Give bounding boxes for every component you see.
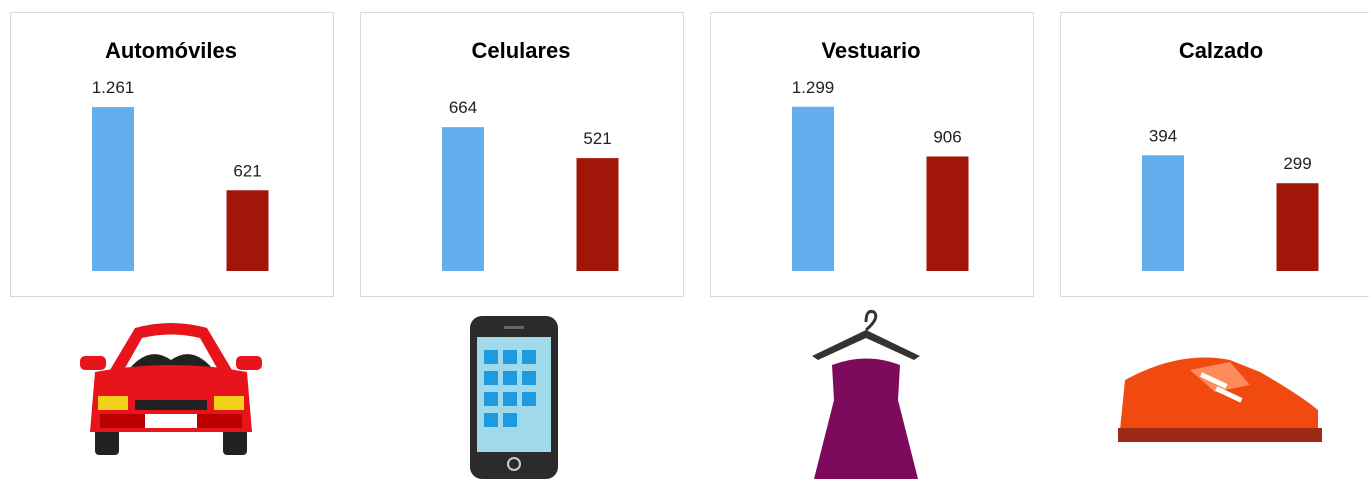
- phone-icon: [470, 316, 558, 479]
- chart-title: Vestuario: [821, 38, 920, 63]
- bar: [442, 127, 484, 271]
- panel: [710, 12, 1034, 297]
- data-label: 906: [933, 127, 961, 146]
- data-label: 521: [583, 129, 611, 148]
- shoe-icon: [1118, 357, 1322, 442]
- panel: [360, 12, 684, 297]
- bar: [226, 190, 269, 271]
- bar: [1142, 155, 1184, 271]
- data-label: 1.261: [92, 78, 135, 97]
- data-label: 1.299: [792, 78, 835, 97]
- dress-icon: [812, 310, 920, 479]
- bar: [1276, 183, 1319, 271]
- panel: [10, 12, 334, 297]
- chart-title: Automóviles: [105, 38, 237, 63]
- bar: [926, 156, 969, 271]
- data-label: 664: [449, 98, 477, 117]
- car-icon: [80, 323, 262, 455]
- data-label: 621: [233, 161, 261, 180]
- bar: [576, 158, 619, 271]
- chart-title: Calzado: [1179, 38, 1263, 63]
- bar: [792, 106, 834, 271]
- chart-title: Celulares: [471, 38, 570, 63]
- data-label: 299: [1283, 154, 1311, 173]
- data-label: 394: [1149, 126, 1177, 145]
- bar: [92, 107, 134, 271]
